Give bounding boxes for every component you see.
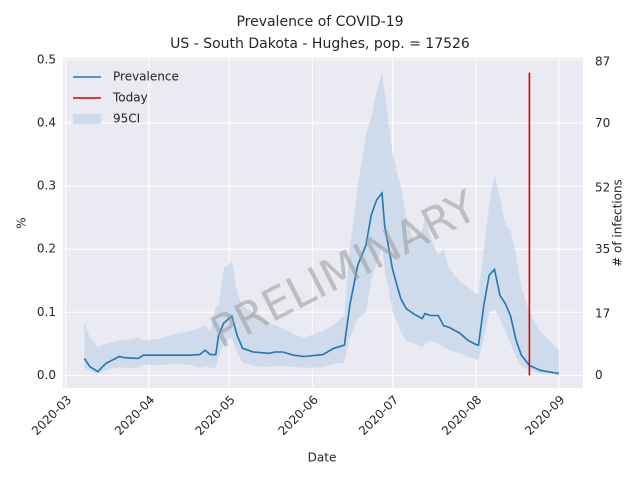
y2-tick-label: 0	[595, 368, 603, 382]
y-tick-label: 0.4	[37, 116, 56, 130]
y2-tick-label: 87	[595, 55, 610, 69]
y2-axis-label: # of infections	[611, 179, 625, 267]
y2-tick-label: 52	[595, 181, 610, 195]
legend-swatch	[73, 114, 101, 124]
legend-label: Today	[112, 91, 148, 105]
y-axis-label: %	[15, 217, 29, 228]
y-tick-label: 0.0	[37, 368, 56, 382]
x-tick-label: 2020-03	[29, 393, 74, 438]
legend: Prevalence Today 95CI	[73, 70, 179, 126]
x-tick-label: 2020-08	[439, 393, 484, 438]
x-tick-label: 2020-06	[276, 393, 321, 438]
y2-tick-label: 70	[595, 116, 610, 130]
series-line	[83, 190, 560, 375]
y-tick-label: 0.3	[37, 179, 56, 193]
y-tick-label: 0.5	[37, 53, 56, 67]
plot	[83, 72, 560, 376]
x-tick-label: 2020-09	[522, 393, 567, 438]
y-tick-label: 0.2	[37, 242, 56, 256]
x-tick-label: 2020-05	[192, 393, 237, 438]
x-tick-label: 2020-04	[112, 393, 157, 438]
legend-label: 95CI	[113, 112, 140, 126]
legend-label: Prevalence	[113, 70, 179, 84]
y2-tick-label: 17	[595, 307, 610, 321]
chart-subtitle: US - South Dakota - Hughes, pop. = 17526	[170, 36, 470, 52]
confidence-band	[84, 72, 559, 376]
y2-tick-label: 35	[595, 242, 610, 256]
chart-title: Prevalence of COVID-19	[236, 14, 403, 30]
y-tick-label: 0.1	[37, 305, 56, 319]
x-axis-label: Date	[308, 451, 337, 465]
x-tick-label: 2020-07	[356, 393, 401, 438]
